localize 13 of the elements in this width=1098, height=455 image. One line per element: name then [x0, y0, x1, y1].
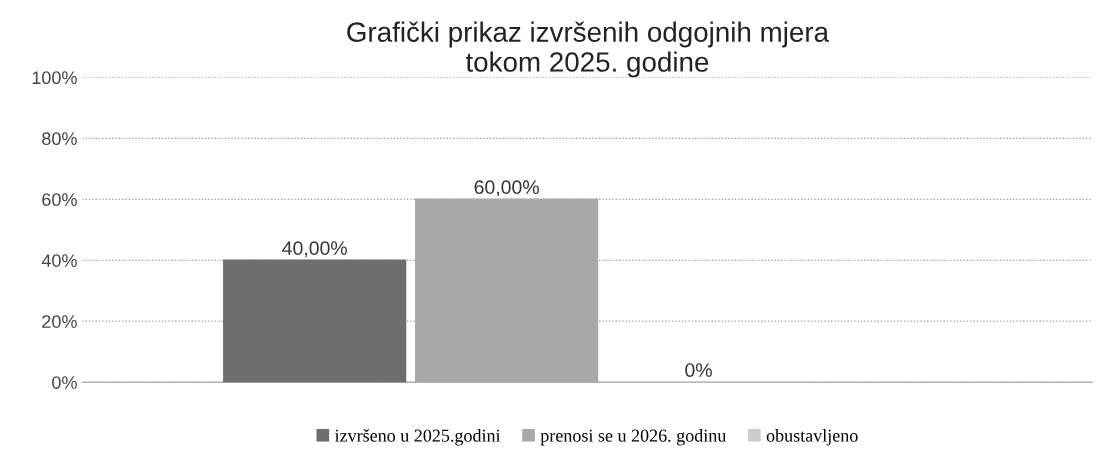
y-tick-label: 20% — [42, 315, 77, 328]
y-tick-label: 0% — [52, 376, 77, 389]
y-tick-label: 80% — [42, 132, 77, 146]
y-tick-label: 60% — [42, 193, 77, 207]
data-label: 60,00% — [474, 180, 539, 197]
data-label: 40,00% — [282, 241, 347, 258]
legend-label: prenosi se u 2026. godinu — [540, 429, 727, 446]
data-label: 0% — [685, 363, 712, 377]
y-tick-label: 40% — [41, 254, 77, 267]
legend-label: izvršeno u 2025.godini — [334, 429, 501, 446]
chart-title: Grafički prikaz izvršenih odgojnih mjera tokom 2025. godine — [347, 21, 830, 78]
legend-label: obustavljeno — [766, 429, 858, 446]
y-tick-label: 100% — [32, 71, 77, 85]
